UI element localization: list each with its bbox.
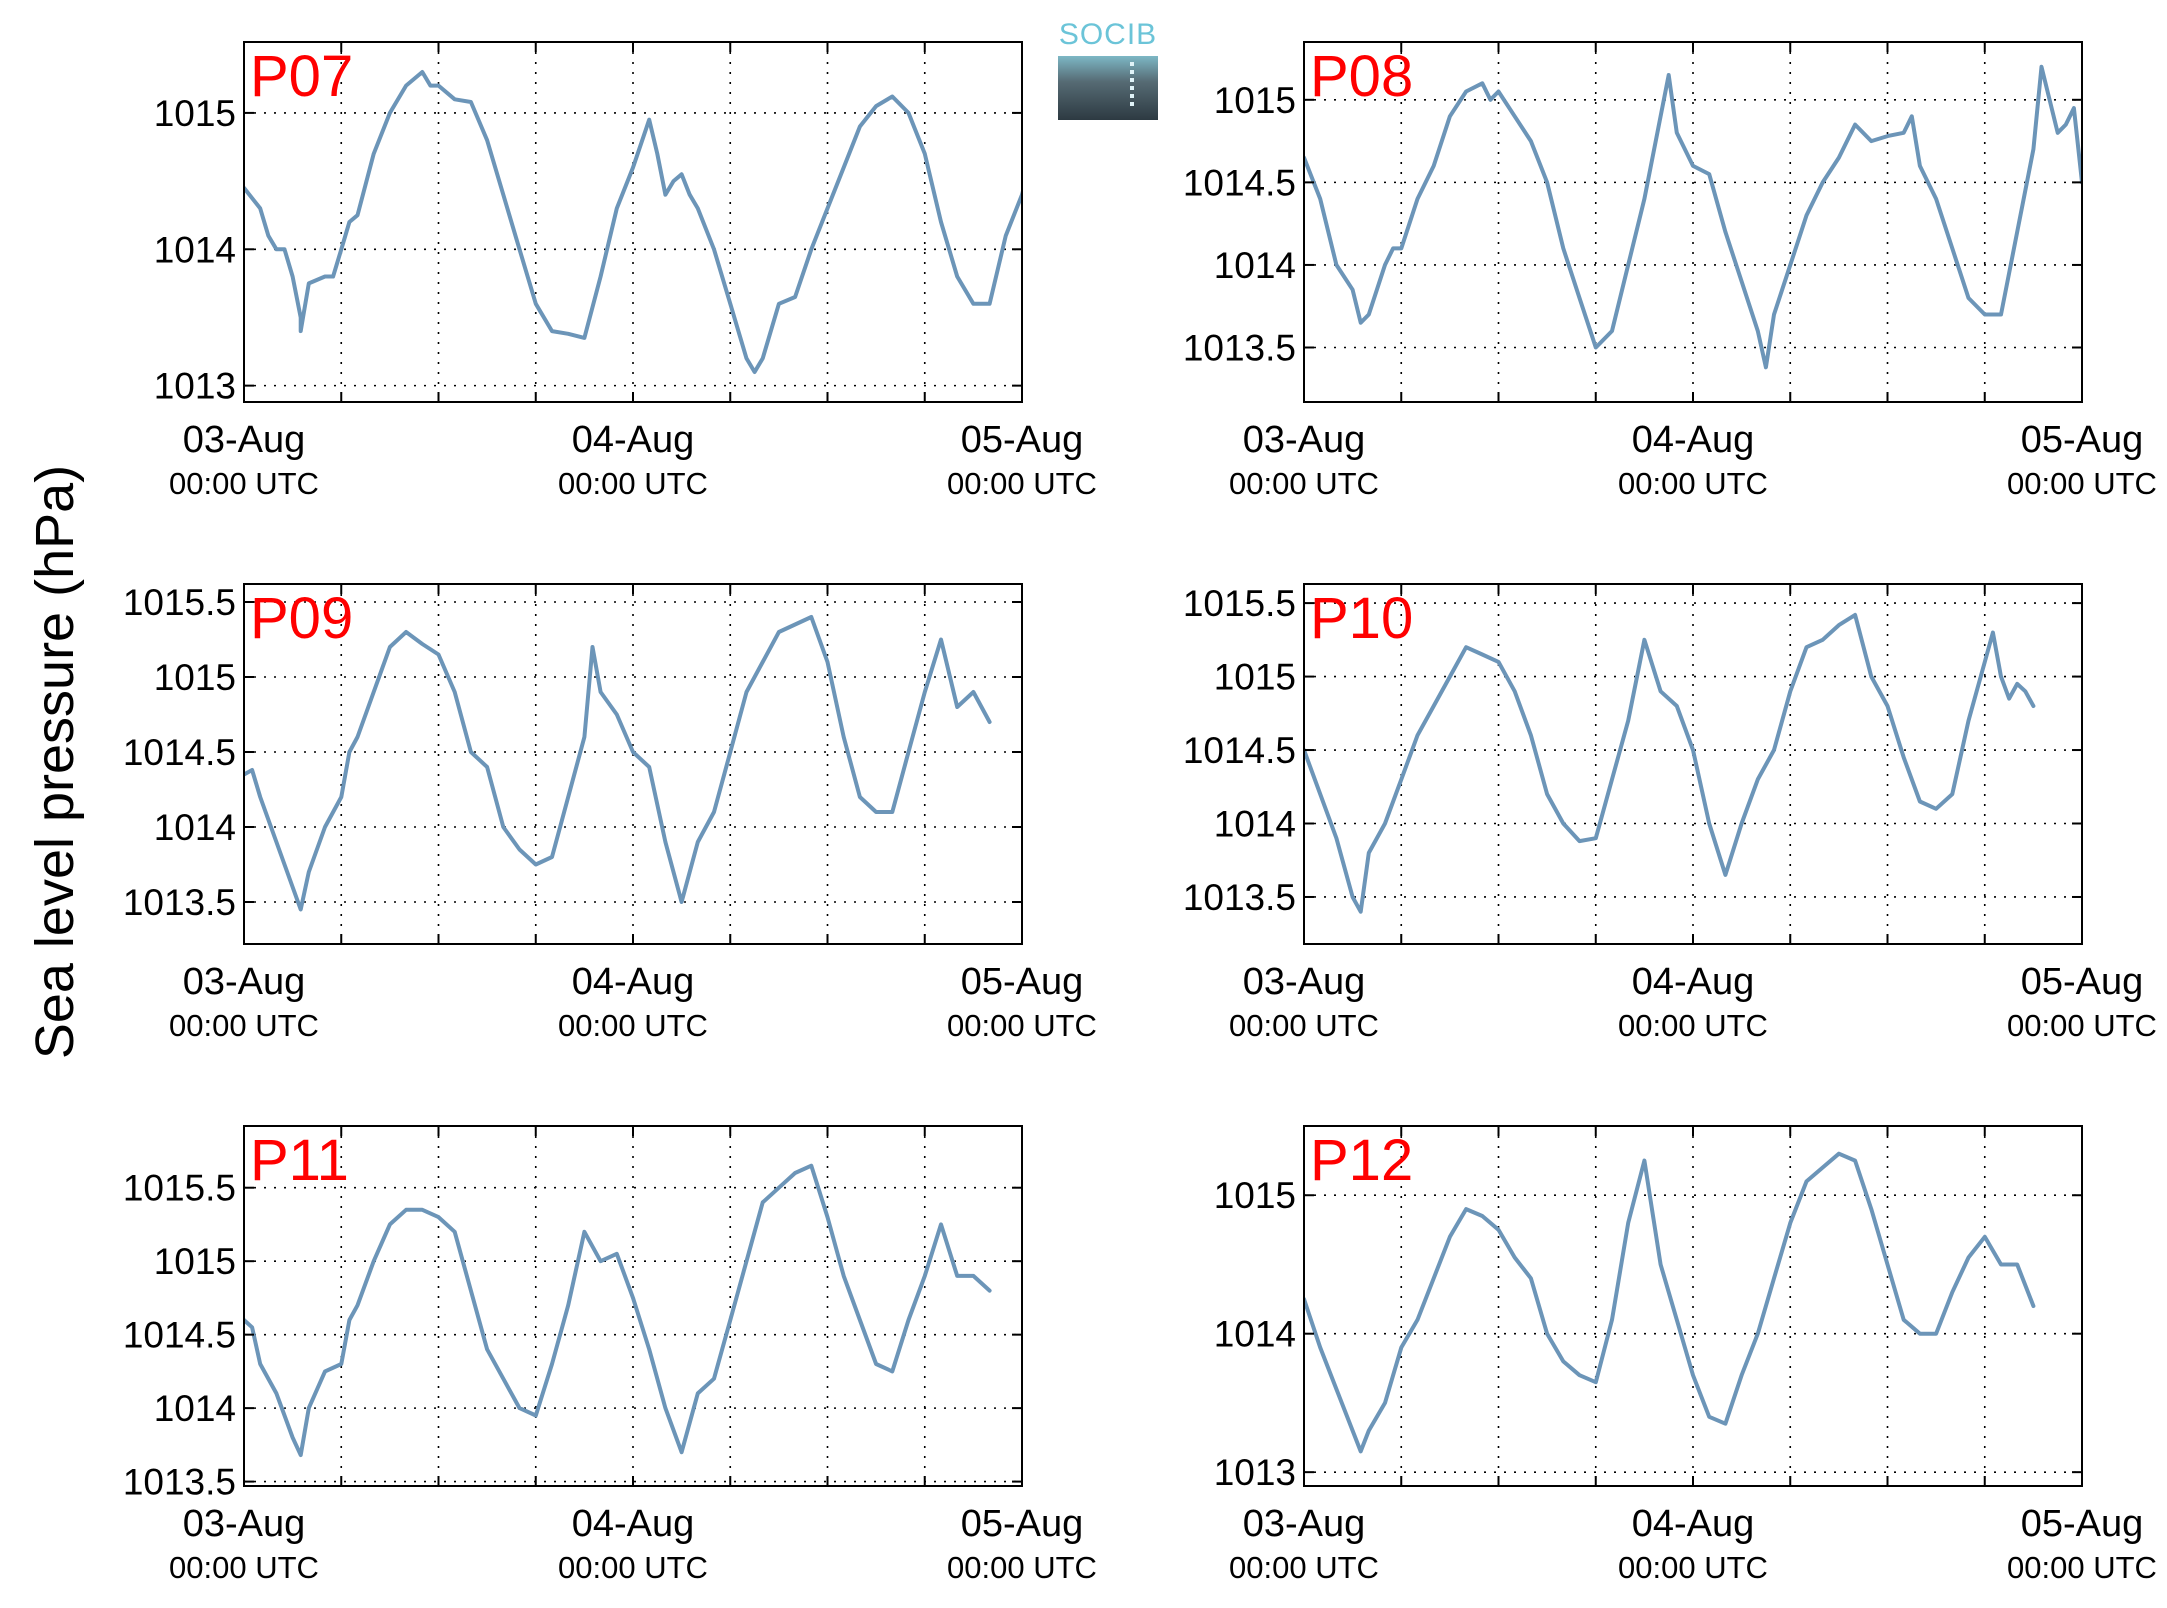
y-tick-label: 1013.5 (123, 882, 236, 923)
y-tick-label: 1015 (1214, 1175, 1296, 1216)
x-tick-sublabel: 00:00 UTC (1618, 466, 1768, 501)
y-tick-label: 1014 (154, 1388, 236, 1429)
panel-label-p07: P07 (250, 44, 353, 109)
socib-logo: SOCIB (1058, 18, 1158, 122)
x-tick-sublabel: 00:00 UTC (947, 1550, 1097, 1585)
y-tick-label: 1014 (1214, 1314, 1296, 1355)
y-tick-label: 1013 (1214, 1452, 1296, 1493)
x-tick-sublabel: 00:00 UTC (169, 1550, 319, 1585)
y-tick-label: 1013.5 (1183, 877, 1296, 918)
x-tick-sublabel: 00:00 UTC (1618, 1008, 1768, 1043)
panel-label-p09: P09 (250, 586, 353, 651)
x-tick-sublabel: 00:00 UTC (2007, 1008, 2157, 1043)
series-line-p08 (1304, 64, 2082, 370)
x-tick-label: 05-Aug (961, 1503, 1084, 1545)
x-tick-sublabel: 00:00 UTC (558, 466, 708, 501)
chart-panel-p11: 1013.5 1014 1014.5 1015 1015.5 03-Aug 00:00 UT… (123, 1125, 1097, 1585)
y-tick-label: 1015 (1214, 657, 1296, 698)
y-tick-label: 1015 (1214, 80, 1296, 121)
panel-label-p11: P11 (250, 1128, 349, 1193)
x-tick-label: 05-Aug (961, 961, 1084, 1003)
x-tick-sublabel: 00:00 UTC (1229, 1008, 1379, 1043)
panel-label-p10: P10 (1310, 586, 1413, 651)
y-axis-label: Sea level pressure (hPa) (25, 464, 85, 1060)
x-tick-label: 03-Aug (1243, 419, 1366, 461)
panel-label-p08: P08 (1310, 44, 1413, 109)
chart-panel-p09: 1013.5 1014 1014.5 1015 1015.5 03-Aug 00:00 UT… (123, 582, 1097, 1043)
x-tick-sublabel: 00:00 UTC (1229, 1550, 1379, 1585)
x-tick-label: 04-Aug (1632, 961, 1755, 1003)
x-tick-sublabel: 00:00 UTC (169, 1008, 319, 1043)
chart-panel-p07: 1013 1014 1015 03-Aug 00:00 UTC 04-Aug 00:00 U… (154, 41, 1097, 501)
y-tick-label: 1015 (154, 657, 236, 698)
x-tick-label: 03-Aug (183, 961, 306, 1003)
series-line-p09 (244, 615, 992, 912)
series-line-p07 (244, 70, 1022, 374)
x-tick-sublabel: 00:00 UTC (1618, 1550, 1768, 1585)
x-tick-label: 04-Aug (1632, 419, 1755, 461)
x-tick-label: 03-Aug (183, 419, 306, 461)
x-tick-label: 05-Aug (2021, 961, 2144, 1003)
x-tick-label: 04-Aug (572, 961, 695, 1003)
y-tick-label: 1014.5 (1183, 162, 1296, 203)
x-tick-label: 05-Aug (2021, 419, 2144, 461)
y-tick-label: 1014 (154, 807, 236, 848)
y-tick-label: 1014 (154, 229, 236, 270)
y-tick-label: 1014 (1214, 245, 1296, 286)
y-tick-label: 1015.5 (1183, 583, 1296, 624)
y-tick-label: 1015.5 (123, 1168, 236, 1209)
x-tick-sublabel: 00:00 UTC (169, 466, 319, 501)
y-tick-label: 1014.5 (123, 1315, 236, 1356)
x-tick-sublabel: 00:00 UTC (558, 1008, 708, 1043)
y-tick-label: 1015.5 (123, 582, 236, 623)
socib-logo-graphic (1058, 56, 1158, 120)
x-tick-label: 04-Aug (572, 419, 695, 461)
x-tick-sublabel: 00:00 UTC (2007, 466, 2157, 501)
x-tick-sublabel: 00:00 UTC (2007, 1550, 2157, 1585)
y-tick-label: 1014 (1214, 804, 1296, 845)
x-tick-sublabel: 00:00 UTC (1229, 466, 1379, 501)
x-tick-label: 04-Aug (1632, 1503, 1755, 1545)
y-tick-label: 1013.5 (1183, 328, 1296, 369)
series-line-p12 (1304, 1151, 2036, 1454)
x-tick-label: 04-Aug (572, 1503, 695, 1545)
chart-panel-p12: 1013 1014 1015 03-Aug 00:00 UTC 04-Aug 00:00 U… (1214, 1125, 2157, 1585)
series-line-p10 (1304, 612, 2036, 914)
x-tick-sublabel: 00:00 UTC (947, 466, 1097, 501)
y-tick-label: 1015 (154, 1241, 236, 1282)
y-tick-label: 1013 (154, 366, 236, 407)
x-tick-label: 05-Aug (2021, 1503, 2144, 1545)
y-tick-label: 1014.5 (123, 732, 236, 773)
socib-logo-text: SOCIB (1058, 18, 1158, 51)
x-tick-label: 03-Aug (1243, 961, 1366, 1003)
x-tick-label: 03-Aug (183, 1503, 306, 1545)
y-tick-label: 1014.5 (1183, 730, 1296, 771)
x-tick-label: 03-Aug (1243, 1503, 1366, 1545)
y-tick-label: 1013.5 (123, 1462, 236, 1503)
series-line-p11 (244, 1163, 992, 1458)
y-tick-label: 1015 (154, 93, 236, 134)
x-tick-sublabel: 00:00 UTC (947, 1008, 1097, 1043)
panel-label-p12: P12 (1310, 1128, 1413, 1193)
chart-panel-p08: 1013.5 1014 1014.5 1015 03-Aug 00:00 UTC 04-Au… (1183, 41, 2157, 501)
chart-panel-p10: 1013.5 1014 1014.5 1015 1015.5 03-Aug 00:00 UT… (1183, 583, 2157, 1043)
x-tick-sublabel: 00:00 UTC (558, 1550, 708, 1585)
x-tick-label: 05-Aug (961, 419, 1084, 461)
